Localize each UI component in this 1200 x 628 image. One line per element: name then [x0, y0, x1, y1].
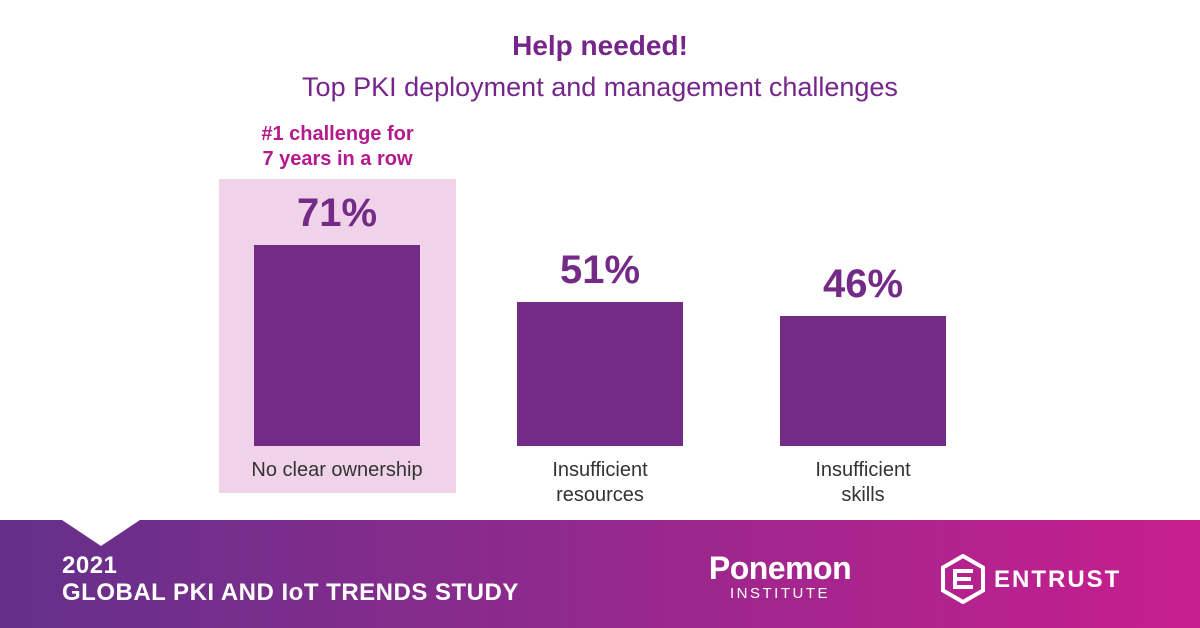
entrust-hexagon-icon [941, 554, 985, 604]
bar-1 [254, 245, 420, 446]
chart-title: Help needed! [512, 30, 688, 61]
category-label-2: Insufficient resources [480, 458, 720, 508]
study-name: GLOBAL PKI AND IoT TRENDS STUDY [62, 579, 519, 606]
ponemon-logo: Ponemon INSTITUTE [690, 551, 870, 603]
category-line: skills [841, 484, 885, 506]
value-label-2: 51% [559, 247, 641, 292]
annotation-line-1: #1 challenge for [261, 123, 414, 145]
bar-3 [780, 315, 946, 446]
entrust-name: ENTRUST [994, 566, 1122, 593]
footer-banner [0, 520, 1200, 628]
value-label-3: 46% [822, 261, 904, 306]
study-year: 2021 [62, 552, 118, 579]
category-label-1: No clear ownership [217, 458, 457, 483]
chart-subtitle: Top PKI deployment and management challe… [302, 72, 898, 102]
category-label-3: Insufficient skills [743, 458, 983, 508]
category-line: Insufficient [552, 459, 648, 481]
category-line: No clear ownership [251, 459, 423, 481]
study-title: 2021 GLOBAL PKI AND IoT TRENDS STUDY [62, 552, 519, 606]
bar-2 [517, 301, 683, 446]
value-label-1: 71% [296, 191, 378, 235]
category-line: Insufficient [815, 459, 911, 481]
ponemon-name: Ponemon [708, 550, 852, 586]
footer-notch [62, 520, 140, 546]
annotation-line-2: 7 years in a row [262, 148, 413, 170]
category-line: resources [556, 484, 644, 506]
highlight-annotation: #1 challenge for 7 years in a row [219, 122, 456, 172]
ponemon-institute: INSTITUTE [730, 585, 830, 602]
